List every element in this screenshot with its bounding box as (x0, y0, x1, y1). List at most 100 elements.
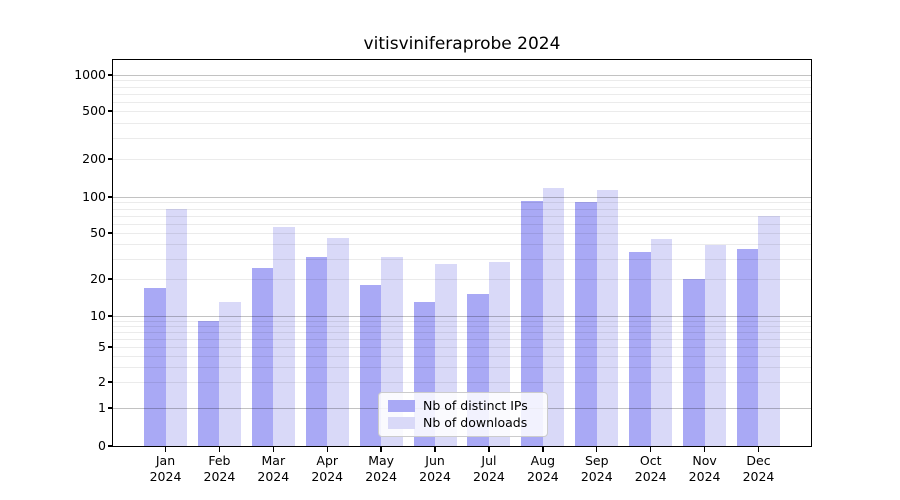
plot-area (113, 60, 811, 446)
x-tick-label: Apr 2024 (311, 453, 344, 484)
legend-swatch-distinct-ips-icon (388, 399, 415, 412)
minor-gridline (113, 215, 811, 217)
y-tick (108, 381, 113, 383)
legend-item-distinct-ips: Nb of distinct IPs (388, 397, 538, 413)
bar-distinct-ips (251, 267, 274, 446)
x-tick (218, 447, 221, 452)
x-tick (326, 447, 328, 452)
y-tick (108, 315, 113, 317)
bar-distinct-ips (305, 256, 328, 446)
minor-gridline (113, 244, 811, 246)
bar-downloads (650, 239, 673, 446)
x-tick (703, 447, 706, 452)
minor-gridline (113, 137, 811, 139)
bar-downloads (219, 301, 241, 446)
bar-distinct-ips (629, 252, 651, 446)
minor-gridline (113, 86, 811, 88)
y-tick (108, 158, 113, 160)
bar-downloads (758, 215, 780, 446)
minor-gridline (113, 208, 811, 210)
minor-gridline (113, 111, 811, 112)
legend-label-distinct-ips: Nb of distinct IPs (423, 397, 528, 413)
y-tick-label: 200 (82, 151, 106, 166)
minor-gridline (113, 347, 811, 348)
minor-gridline (113, 233, 811, 234)
minor-gridline (113, 338, 811, 340)
x-tick-label: Sep 2024 (580, 453, 613, 484)
bar-distinct-ips (359, 284, 382, 446)
minor-gridline (113, 202, 811, 204)
x-tick (488, 447, 490, 452)
legend-item-downloads: Nb of downloads (388, 416, 538, 430)
bar-distinct-ips (736, 249, 759, 446)
y-tick (108, 407, 113, 409)
y-tick-label: 20 (90, 271, 106, 286)
minor-gridline (113, 159, 811, 160)
minor-gridline (113, 80, 811, 82)
y-tick-label: 50 (90, 225, 106, 240)
minor-gridline (113, 331, 811, 333)
y-tick-label: 2 (98, 374, 106, 389)
y-tick (108, 196, 113, 198)
minor-gridline (113, 382, 811, 383)
minor-gridline (113, 101, 811, 103)
bar-distinct-ips (683, 279, 705, 446)
y-tick-label: 1 (98, 400, 106, 415)
x-tick-label: May 2024 (365, 453, 398, 484)
minor-gridline (113, 279, 811, 280)
y-tick-label: 0 (98, 438, 106, 453)
x-tick-label: Jul 2024 (473, 453, 505, 484)
y-tick-label: 5 (98, 339, 106, 354)
major-gridline (113, 197, 811, 198)
y-tick (108, 445, 113, 447)
bar-downloads (273, 227, 295, 446)
x-tick (164, 447, 167, 452)
legend: Nb of distinct IPs Nb of downloads (378, 392, 548, 437)
chart-title: vitisviniferaprobe 2024 (363, 34, 561, 54)
x-tick-label: Mar 2024 (257, 453, 290, 484)
y-tick (108, 278, 113, 280)
x-tick (757, 447, 760, 452)
x-tick (542, 447, 544, 452)
bar-distinct-ips (521, 200, 543, 446)
y-tick-label: 500 (82, 103, 106, 118)
minor-gridline (113, 325, 811, 327)
minor-gridline (113, 122, 811, 124)
y-tick-label: 10 (90, 308, 106, 323)
minor-gridline (113, 355, 811, 357)
bar-distinct-ips (197, 320, 220, 446)
legend-swatch-downloads-icon (388, 417, 415, 430)
major-gridline (113, 316, 811, 317)
y-tick (108, 232, 113, 234)
major-gridline (113, 75, 811, 76)
minor-gridline (113, 320, 811, 322)
bar-distinct-ips (575, 202, 597, 446)
x-tick (650, 447, 652, 452)
y-tick (108, 110, 113, 112)
y-tick (108, 346, 113, 348)
x-tick (434, 447, 436, 452)
x-tick (380, 447, 382, 452)
bar-downloads (704, 245, 727, 446)
legend-label-downloads: Nb of downloads (423, 415, 528, 431)
minor-gridline (113, 366, 811, 368)
bar-distinct-ips (144, 287, 166, 446)
x-tick-label: Jun 2024 (419, 453, 451, 484)
bar-downloads (165, 208, 187, 446)
x-tick-label: Jan 2024 (149, 453, 182, 484)
bar-downloads (596, 190, 619, 446)
x-tick (272, 447, 274, 452)
minor-gridline (113, 223, 811, 225)
x-tick-label: Aug 2024 (526, 453, 559, 484)
x-tick-label: Dec 2024 (742, 453, 775, 484)
x-tick-label: Feb 2024 (203, 453, 236, 484)
minor-gridline (113, 258, 811, 260)
minor-gridline (113, 93, 811, 95)
x-tick (596, 447, 598, 452)
x-tick-label: Oct 2024 (634, 453, 667, 484)
y-tick (108, 74, 113, 76)
y-tick-label: 1000 (74, 67, 106, 82)
bar-downloads (327, 238, 349, 446)
x-tick-label: Nov 2024 (688, 453, 721, 484)
